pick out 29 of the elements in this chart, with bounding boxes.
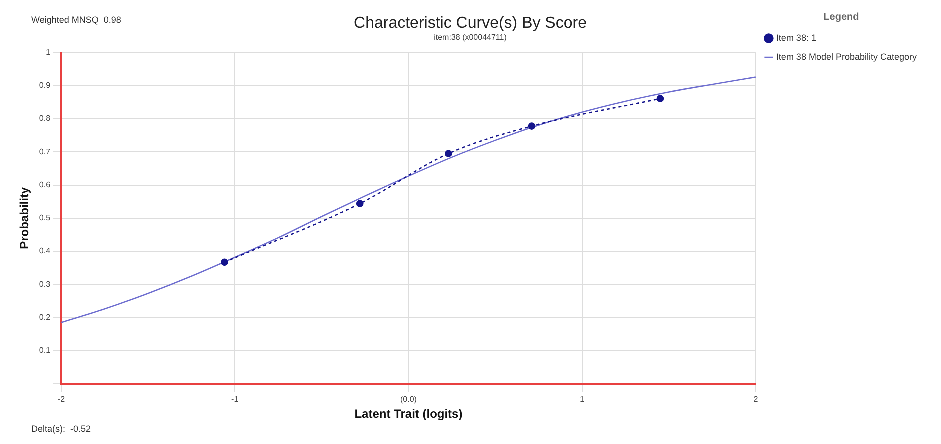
y-tick-label: 0.1 <box>39 346 52 356</box>
legend-label: Item 38 Model Probability Category <box>776 52 918 62</box>
y-tick-label: 0.6 <box>39 180 52 190</box>
y-axis-title: Probability <box>18 187 32 250</box>
chart-subtitle: item:38 (x00044711) <box>434 33 508 42</box>
x-tick-label: (0.0) <box>400 395 418 404</box>
point <box>221 258 228 266</box>
y-tick-label: 0.4 <box>39 246 52 256</box>
point <box>528 122 536 130</box>
y-tick-label: 0.5 <box>39 214 52 223</box>
x-axis-title: Latent Trait (logits) <box>354 407 463 422</box>
x-tick-label: 2 <box>754 395 759 404</box>
chart-title: Characteristic Curve(s) By Score <box>354 15 588 32</box>
point <box>656 95 664 102</box>
x-tick-label: -2 <box>58 395 66 404</box>
legend-label: Item 38: 1 <box>776 32 816 43</box>
y-tick-label: 0.9 <box>39 81 52 90</box>
x-tick-label: 1 <box>580 395 586 404</box>
point <box>445 150 452 158</box>
text: Weighted MNSQ 0.98 <box>32 14 122 25</box>
x-tick-label: -1 <box>232 395 240 404</box>
y-tick-label: 0.7 <box>39 147 52 156</box>
legend-title: Legend <box>824 12 860 23</box>
y-tick-label: 0.2 <box>39 312 52 322</box>
y-tick-label: 0.3 <box>39 280 52 289</box>
text: Delta(s): -0.52 <box>32 424 92 434</box>
point <box>356 200 364 208</box>
y-tick-label: 0.8 <box>39 114 52 124</box>
y-tick-label: 1 <box>46 48 52 58</box>
